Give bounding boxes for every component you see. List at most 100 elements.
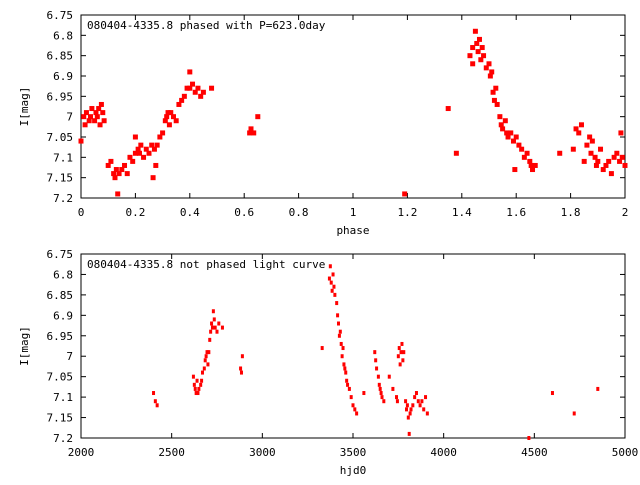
data-point: [486, 61, 492, 67]
x-axis-label: hjd0: [340, 464, 367, 477]
data-point: [592, 154, 598, 160]
x-tick-label: 2500: [158, 446, 185, 459]
data-point: [344, 370, 348, 375]
data-point: [255, 114, 261, 120]
data-point: [111, 171, 117, 177]
data-point: [112, 175, 118, 181]
data-point: [593, 162, 599, 168]
data-point: [527, 158, 533, 164]
data-point: [603, 162, 609, 168]
data-point: [200, 370, 204, 375]
data-point: [143, 146, 149, 152]
data-point: [168, 110, 174, 116]
data-point: [474, 40, 480, 46]
data-point: [192, 382, 196, 387]
data-point: [146, 150, 152, 156]
data-point: [328, 264, 332, 269]
data-point: [524, 150, 530, 156]
chart-title: 080404-4335.8 not phased light curve: [87, 258, 325, 271]
data-point: [407, 431, 411, 436]
data-point: [494, 101, 500, 107]
data-point: [78, 138, 84, 144]
y-tick-label: 6.8: [53, 268, 73, 281]
data-point: [209, 85, 215, 91]
data-point: [346, 382, 350, 387]
data-point: [101, 118, 107, 124]
data-point: [333, 292, 337, 297]
data-point: [512, 167, 518, 173]
data-point: [154, 142, 160, 148]
data-point: [239, 370, 243, 375]
data-point: [88, 114, 94, 120]
data-point: [193, 386, 197, 391]
x-tick-label: 0.6: [234, 206, 254, 219]
data-point: [332, 284, 336, 289]
data-point: [483, 65, 489, 71]
data-point: [487, 73, 493, 79]
data-point: [387, 374, 391, 379]
data-point: [573, 126, 579, 132]
data-point: [355, 411, 359, 416]
data-point: [475, 49, 481, 55]
data-point: [204, 354, 208, 359]
data-point: [160, 130, 166, 136]
data-point: [98, 101, 104, 107]
data-point: [206, 362, 210, 367]
data-point: [376, 374, 380, 379]
data-point: [600, 167, 606, 173]
data-point: [527, 436, 531, 440]
data-point: [528, 162, 534, 168]
data-point: [203, 358, 207, 363]
data-point: [374, 358, 378, 363]
data-point: [248, 126, 254, 132]
data-point: [606, 158, 612, 164]
data-point: [127, 154, 133, 160]
data-point: [212, 317, 216, 322]
data-point: [409, 407, 413, 412]
data-point: [94, 114, 100, 120]
data-point: [119, 167, 125, 173]
data-point: [497, 114, 503, 120]
data-point: [399, 350, 403, 355]
data-point: [208, 337, 212, 342]
data-point: [550, 391, 554, 396]
data-point: [519, 146, 525, 152]
data-point: [405, 403, 409, 408]
data-point: [132, 150, 138, 156]
y-tick-label: 6.8: [53, 29, 73, 42]
data-point: [500, 126, 506, 132]
data-point: [411, 403, 415, 408]
data-point: [136, 150, 142, 156]
data-point: [418, 403, 422, 408]
data-point: [341, 346, 345, 351]
data-point: [402, 350, 406, 355]
data-point: [132, 134, 138, 140]
data-point: [165, 110, 171, 116]
data-point: [530, 167, 536, 173]
data-point: [213, 325, 217, 330]
data-point: [345, 378, 349, 383]
data-point: [81, 114, 87, 120]
data-point: [513, 134, 519, 140]
chart-title: 080404-4335.8 phased with P=623.0day: [87, 19, 326, 32]
plot-frame: [80, 14, 626, 199]
y-tick-label: 7: [66, 111, 73, 124]
data-point: [343, 366, 347, 371]
y-tick-label: 6.75: [47, 248, 74, 261]
data-point: [336, 313, 340, 318]
data-point: [200, 89, 206, 95]
data-point: [240, 354, 244, 359]
data-point: [202, 366, 206, 371]
data-point: [181, 93, 187, 99]
data-point: [83, 110, 89, 116]
data-point: [173, 118, 179, 124]
data-point: [211, 309, 215, 314]
data-point: [157, 134, 163, 140]
data-point: [557, 150, 563, 156]
data-point: [220, 325, 224, 330]
data-point: [420, 399, 424, 404]
data-point: [378, 386, 382, 391]
data-point: [402, 191, 408, 197]
data-point: [176, 101, 182, 107]
data-point: [532, 162, 538, 168]
